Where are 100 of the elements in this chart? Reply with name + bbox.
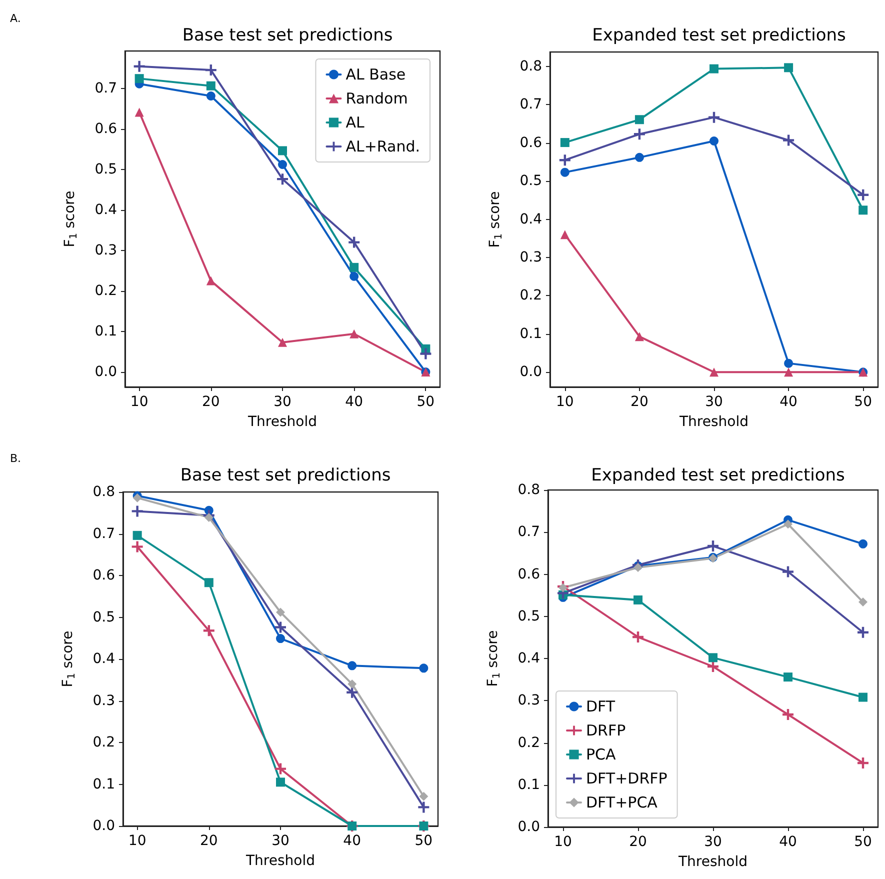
point — [560, 230, 570, 240]
x-tick-label: 30 — [705, 394, 723, 410]
x-tick-label: 30 — [274, 394, 292, 410]
x-axis-title: Threshold — [678, 414, 748, 430]
x-tick-label: 20 — [202, 394, 220, 410]
x-tick-label: 50 — [854, 394, 872, 410]
y-tick-label: 0.1 — [520, 326, 542, 342]
x-tick-label: 40 — [780, 394, 798, 410]
x-tick-label: 50 — [416, 394, 435, 410]
y-tick-label: 0.1 — [92, 776, 115, 792]
y-tick-label: 0.4 — [94, 202, 118, 218]
y-axis-title: F1 score — [485, 630, 502, 687]
text: A. — [10, 12, 21, 25]
point — [858, 206, 868, 215]
point — [132, 530, 142, 540]
x-axis-title: Threshold — [247, 414, 317, 430]
x-tick-label: 10 — [128, 833, 146, 849]
x-tick-label: 10 — [556, 394, 574, 410]
point — [634, 595, 642, 604]
x-tick-label: 50 — [414, 833, 433, 849]
y-tick-label: 0.0 — [92, 818, 115, 834]
x-tick-label: 20 — [629, 834, 647, 850]
y-tick-label: 0.7 — [520, 96, 542, 113]
point — [278, 146, 287, 156]
x-tick-label: 10 — [130, 394, 148, 410]
y-tick-label: 0.7 — [92, 526, 115, 542]
point — [784, 520, 792, 529]
point — [858, 626, 868, 638]
point — [558, 583, 568, 592]
legend-label: PCA — [586, 746, 617, 764]
point — [783, 134, 794, 146]
point — [350, 329, 359, 338]
point — [277, 174, 288, 185]
point — [206, 91, 216, 100]
point — [708, 653, 718, 662]
y-tick-label: 0.6 — [92, 568, 116, 584]
point — [782, 709, 794, 720]
legend-label: AL Base — [346, 66, 406, 84]
y-tick-label: 0.7 — [518, 524, 540, 540]
x-tick-label: 30 — [704, 834, 722, 850]
point — [559, 154, 570, 166]
point — [134, 74, 144, 84]
y-tick-label: 0.6 — [518, 566, 540, 582]
y-tick-label: 0.0 — [94, 364, 117, 380]
point — [206, 81, 216, 90]
y-tick-label: 0.0 — [518, 819, 540, 835]
y-tick-label: 0.5 — [520, 173, 542, 190]
point — [419, 664, 428, 673]
point — [132, 541, 143, 552]
legend-label: AL+Rand. — [346, 138, 420, 156]
point — [858, 189, 869, 200]
point — [419, 792, 428, 801]
y-tick-label: 0.8 — [520, 58, 542, 75]
point — [782, 566, 794, 578]
point — [350, 262, 359, 272]
y-axis-title: F1 score — [62, 190, 80, 248]
x-axis-title: Threshold — [245, 853, 315, 869]
y-tick-label: 0.0 — [520, 364, 542, 380]
x-tick-label: 20 — [630, 394, 648, 410]
y-axis-title: F1 score — [487, 191, 504, 248]
x-tick-label: 50 — [854, 834, 872, 850]
point — [634, 332, 644, 342]
y-tick-label: 0.3 — [520, 250, 542, 266]
point — [784, 358, 794, 368]
y-tick-label: 0.7 — [94, 80, 117, 96]
y-tick-label: 0.8 — [92, 484, 115, 500]
point — [278, 338, 287, 347]
y-tick-label: 0.5 — [94, 161, 117, 178]
y-tick-label: 0.4 — [92, 651, 116, 667]
point — [276, 608, 285, 617]
x-tick-label: 40 — [345, 394, 364, 410]
point — [710, 64, 718, 74]
legend-label: DFT+PCA — [586, 794, 658, 812]
legend-label: Random — [346, 90, 408, 108]
chart-title: Expanded test set predictions — [592, 26, 846, 46]
point — [418, 802, 430, 813]
point — [206, 276, 216, 286]
point — [134, 60, 145, 72]
point — [420, 348, 432, 360]
point — [858, 692, 868, 702]
y-tick-label: 0.2 — [92, 734, 115, 750]
chart-title: Expanded test set predictions — [591, 466, 846, 486]
point — [350, 272, 359, 281]
point — [784, 63, 794, 72]
y-tick-label: 0.4 — [518, 650, 540, 666]
point — [632, 632, 644, 643]
y-tick-label: 0.3 — [518, 692, 540, 709]
x-tick-label: 10 — [554, 834, 572, 850]
y-tick-label: 0.6 — [94, 120, 118, 137]
chart-title: Base test set predictions — [180, 466, 391, 486]
point — [784, 672, 792, 682]
y-tick-label: 0.2 — [518, 734, 540, 751]
point — [560, 138, 570, 148]
text: B. — [10, 452, 22, 465]
x-tick-label: 40 — [343, 833, 362, 849]
point — [275, 622, 286, 633]
legend-label: DFT — [586, 698, 616, 716]
point — [348, 661, 357, 670]
y-tick-label: 0.3 — [92, 692, 115, 709]
legend-label: DFT+DRFP — [586, 770, 668, 788]
